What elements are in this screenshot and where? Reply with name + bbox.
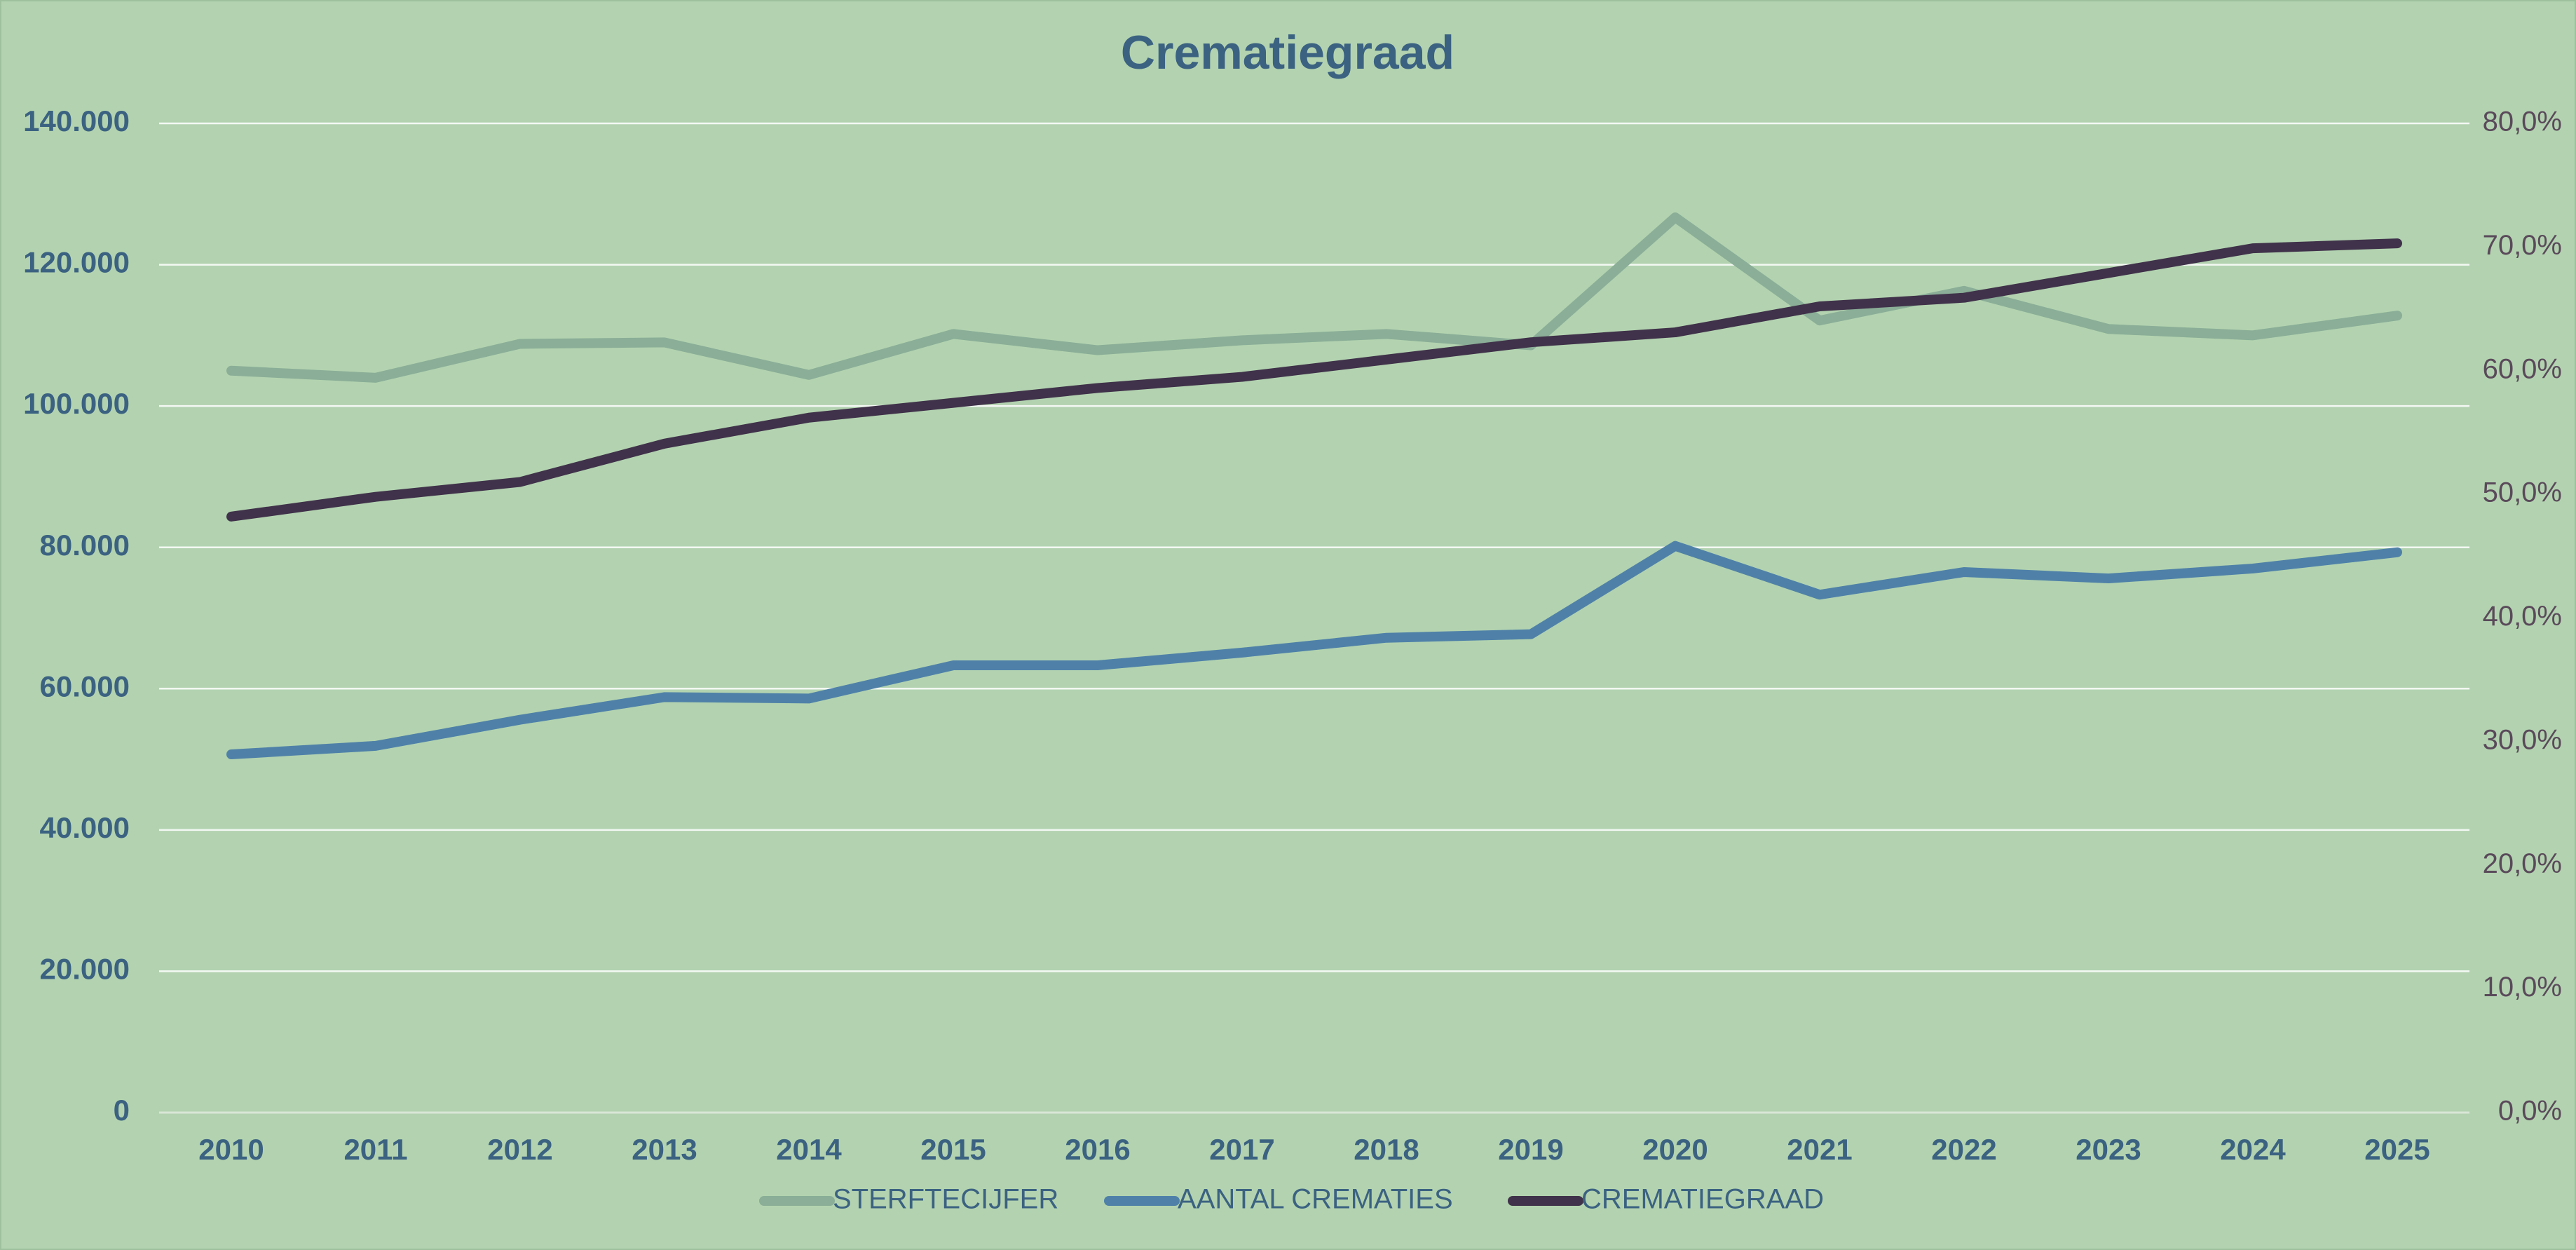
x-tick-label: 2019 (1498, 1133, 1563, 1166)
x-tick-label: 2025 (2364, 1133, 2430, 1166)
y2-tick-label: 60,0% (2483, 353, 2562, 384)
x-tick-label: 2023 (2076, 1133, 2141, 1166)
y-tick-label: 0 (114, 1094, 130, 1127)
y-tick-label: 140.000 (23, 104, 130, 137)
y2-tick-label: 50,0% (2483, 477, 2562, 508)
y-tick-label: 20.000 (40, 953, 130, 986)
y-tick-label: 100.000 (23, 387, 130, 420)
x-tick-label: 2022 (1931, 1133, 1996, 1166)
y2-tick-label: 40,0% (2483, 601, 2562, 632)
x-tick-label: 2021 (1787, 1133, 1852, 1166)
x-tick-label: 2012 (487, 1133, 552, 1166)
y-tick-label: 80.000 (40, 529, 130, 562)
x-tick-label: 2024 (2220, 1133, 2286, 1166)
series-line (226, 541, 2402, 760)
x-tick-label: 2011 (343, 1133, 407, 1166)
y2-tick-label: 0,0% (2498, 1096, 2562, 1127)
y-tick-label: 40.000 (40, 811, 130, 844)
y-tick-label: 60.000 (40, 670, 130, 702)
x-tick-label: 2010 (198, 1133, 264, 1166)
legend-label: STERFTECIJFER (833, 1184, 1058, 1215)
chart-title: Crematiegraad (1121, 26, 1454, 79)
y2-tick-label: 70,0% (2483, 230, 2562, 261)
y2-tick-label: 80,0% (2483, 107, 2562, 137)
y-tick-label: 120.000 (23, 246, 130, 279)
x-tick-label: 2018 (1354, 1133, 1419, 1166)
y2-tick-label: 10,0% (2483, 972, 2562, 1003)
x-tick-label: 2016 (1065, 1133, 1130, 1166)
series-line (226, 212, 2402, 383)
x-tick-label: 2013 (632, 1133, 697, 1166)
series-line (226, 238, 2402, 522)
x-tick-label: 2020 (1642, 1133, 1708, 1166)
x-tick-label: 2017 (1209, 1133, 1274, 1166)
legend-label: CREMATIEGRAAD (1581, 1184, 1824, 1215)
x-tick-label: 2014 (776, 1133, 842, 1166)
y2-tick-label: 30,0% (2483, 724, 2562, 755)
x-tick-label: 2015 (920, 1133, 986, 1166)
legend-label: AANTAL CREMATIES (1178, 1184, 1453, 1215)
y2-tick-label: 20,0% (2483, 848, 2562, 879)
